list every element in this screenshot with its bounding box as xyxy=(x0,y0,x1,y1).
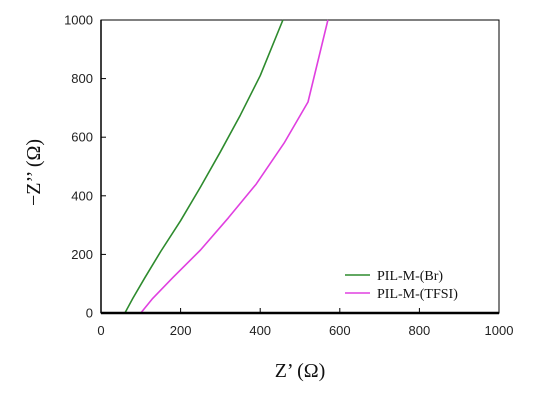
y-tick-label: 400 xyxy=(71,188,93,203)
x-tick-label: 200 xyxy=(170,323,192,338)
x-axis-label: Z’ (Ω) xyxy=(275,360,326,382)
legend: PIL-M-(Br) PIL-M-(TFSI) xyxy=(345,269,458,302)
x-tick-label: 800 xyxy=(409,323,431,338)
series-line-2 xyxy=(140,19,329,314)
x-axis-ticks: 0 200 400 600 800 1000 xyxy=(97,308,513,338)
y-axis-label: −Z’’ (Ω) xyxy=(23,139,45,206)
x-tick-label: 400 xyxy=(249,323,271,338)
series-line-1 xyxy=(124,19,284,314)
x-tick-label: 1000 xyxy=(485,323,514,338)
y-tick-label: 0 xyxy=(86,306,93,321)
x-tick-label: 600 xyxy=(329,323,351,338)
y-tick-label: 1000 xyxy=(64,13,93,28)
legend-label-1: PIL-M-(Br) xyxy=(377,269,443,284)
legend-label-2: PIL-M-(TFSI) xyxy=(377,287,458,302)
y-tick-label: 800 xyxy=(71,71,93,86)
y-tick-label: 200 xyxy=(71,247,93,262)
y-axis-ticks: 0 200 400 600 800 1000 xyxy=(64,13,106,321)
y-tick-label: 600 xyxy=(71,130,93,145)
plot-area: 0 200 400 600 800 1000 0 200 400 600 800 1000 xyxy=(64,13,513,339)
series-layer xyxy=(124,19,329,314)
x-tick-label: 0 xyxy=(97,323,104,338)
